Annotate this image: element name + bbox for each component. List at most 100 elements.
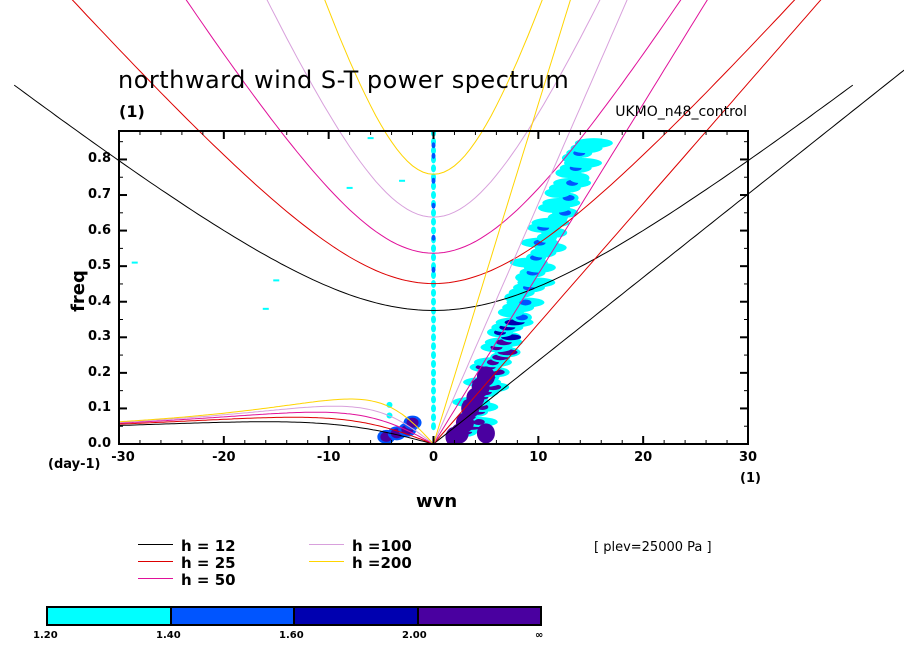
contour-region bbox=[476, 366, 495, 387]
rossby-wave-curve bbox=[118, 411, 434, 444]
legend-label: h =100 bbox=[352, 537, 412, 555]
legend-swatch bbox=[309, 561, 344, 562]
y-tick-label: 0.4 bbox=[87, 293, 111, 309]
contour-region bbox=[431, 315, 436, 324]
y-tick-label: 0.3 bbox=[87, 329, 111, 345]
contour-region bbox=[431, 351, 436, 360]
contour-region bbox=[431, 152, 436, 159]
contour-region bbox=[431, 422, 436, 431]
x-tick-label: 10 bbox=[529, 450, 548, 465]
inertia-gravity-curve bbox=[13, 84, 854, 312]
colorbar-segment bbox=[416, 608, 540, 624]
y-tick-label: 0.7 bbox=[87, 187, 111, 203]
y-axis-units: (day-1) bbox=[48, 457, 101, 472]
axis-ticks bbox=[118, 131, 749, 445]
kelvin-wave-curve bbox=[433, 0, 708, 444]
inertia-gravity-curve bbox=[185, 0, 682, 254]
legend-label: h = 50 bbox=[181, 571, 236, 589]
x-tick-label: -20 bbox=[212, 450, 236, 465]
contour-region bbox=[431, 288, 436, 297]
contour-region bbox=[431, 177, 436, 184]
contour-region bbox=[431, 297, 436, 306]
contour-region bbox=[431, 208, 436, 217]
y-tick-label: 0.0 bbox=[87, 436, 111, 451]
contour-region bbox=[431, 271, 436, 280]
contour-region bbox=[346, 186, 353, 189]
colorbar-segment bbox=[293, 608, 417, 624]
rossby-wave-curve bbox=[118, 421, 434, 444]
contour-region bbox=[399, 179, 406, 182]
colorbar-segment bbox=[169, 608, 293, 624]
contour-region bbox=[519, 299, 532, 306]
kelvin-wave-curve bbox=[433, 0, 822, 444]
contour-region bbox=[431, 386, 436, 395]
contour-region bbox=[431, 359, 436, 368]
chart-title: northward wind S-T power spectrum bbox=[118, 66, 570, 94]
rossby-wave-curve bbox=[118, 398, 434, 444]
contour-region bbox=[431, 333, 436, 342]
contour-region bbox=[583, 140, 604, 147]
pressure-level-annotation: [ plev=25000 Pa ] bbox=[594, 540, 712, 555]
contour-region bbox=[431, 146, 436, 155]
legend-label: h =200 bbox=[352, 554, 412, 572]
contour-region bbox=[431, 377, 436, 386]
contour-region bbox=[273, 279, 280, 282]
contour-region bbox=[431, 234, 436, 241]
legend-swatch bbox=[138, 578, 173, 579]
contour-region bbox=[262, 307, 269, 310]
rossby-wave-curve bbox=[118, 405, 434, 444]
contour-region bbox=[431, 226, 436, 235]
y-tick-label: 0.5 bbox=[87, 258, 111, 274]
contour-region bbox=[431, 191, 436, 200]
x-tick-label: 20 bbox=[634, 450, 653, 465]
kelvin-wave-curve bbox=[433, 0, 628, 444]
y-tick-label: 0.2 bbox=[87, 364, 111, 380]
y-tick-label: 0.8 bbox=[87, 151, 111, 167]
rossby-wave-curve bbox=[118, 416, 434, 444]
contour-region bbox=[367, 137, 374, 140]
contour-region bbox=[431, 253, 436, 262]
inertia-gravity-curve bbox=[324, 0, 543, 175]
contour-region bbox=[431, 164, 436, 173]
x-tick-label: -30 bbox=[111, 450, 135, 465]
x-axis-label: wvn bbox=[416, 491, 458, 512]
contour-region bbox=[476, 423, 495, 444]
x-tick-label: 0 bbox=[428, 450, 439, 465]
contour-fill-layer bbox=[131, 131, 613, 444]
colorbar-label: ∞ bbox=[535, 630, 544, 641]
legend-swatch bbox=[309, 544, 344, 545]
colorbar-label: 1.60 bbox=[279, 630, 304, 641]
x-tick-label: 30 bbox=[738, 450, 758, 465]
dispersion-curves-layer bbox=[13, 0, 904, 444]
y-tick-label: 0.6 bbox=[87, 222, 111, 238]
y-tick-label: 0.1 bbox=[87, 400, 111, 416]
kelvin-wave-curve bbox=[433, 0, 571, 444]
contour-region bbox=[431, 413, 436, 422]
contour-region bbox=[431, 142, 436, 149]
colorbar-label: 1.20 bbox=[33, 630, 58, 641]
legend-swatch bbox=[138, 561, 173, 562]
legend-label: h = 12 bbox=[181, 537, 236, 555]
contour-region bbox=[431, 404, 436, 413]
contour-region bbox=[431, 395, 436, 404]
contour-region bbox=[431, 202, 436, 209]
legend-swatch bbox=[138, 544, 173, 545]
contour-region bbox=[131, 261, 138, 264]
contour-region bbox=[431, 368, 436, 377]
colorbar-label: 2.00 bbox=[402, 630, 427, 641]
colorbar-segment bbox=[48, 608, 170, 624]
contour-region bbox=[431, 217, 436, 226]
contour-region bbox=[431, 324, 436, 333]
inertia-gravity-curve bbox=[266, 0, 601, 218]
x-axis-units: (1) bbox=[740, 471, 761, 486]
units-label: (1) bbox=[119, 102, 145, 121]
inertia-gravity-curve bbox=[71, 0, 796, 285]
dataset-label: UKMO_n48_control bbox=[615, 104, 747, 120]
contour-region bbox=[472, 418, 485, 425]
contour-region bbox=[431, 266, 436, 273]
colorbar-label: 1.40 bbox=[156, 630, 181, 641]
contour-region bbox=[431, 342, 436, 351]
contour-region bbox=[431, 182, 436, 191]
legend-label: h = 25 bbox=[181, 554, 236, 572]
